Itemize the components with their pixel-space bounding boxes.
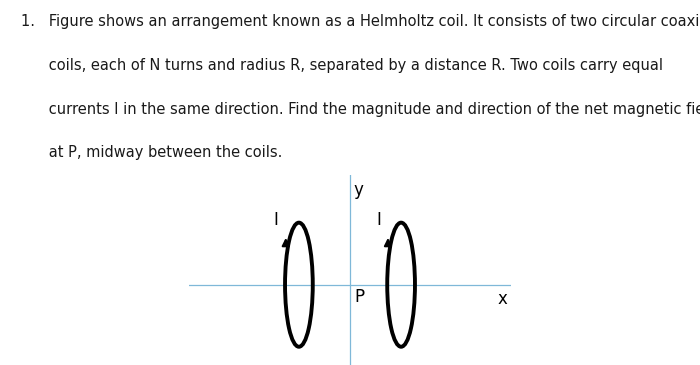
Text: at P, midway between the coils.: at P, midway between the coils. — [21, 145, 282, 160]
Text: I: I — [274, 211, 279, 229]
Text: y: y — [354, 181, 363, 199]
Text: I: I — [376, 211, 381, 229]
Text: coils, each of N turns and radius R, separated by a distance R. Two coils carry : coils, each of N turns and radius R, sep… — [21, 58, 663, 73]
Text: 1.   Figure shows an arrangement known as a Helmholtz coil. It consists of two c: 1. Figure shows an arrangement known as … — [21, 14, 700, 29]
Text: x: x — [497, 290, 507, 308]
Text: P: P — [354, 288, 365, 306]
Text: currents I in the same direction. Find the magnitude and direction of the net ma: currents I in the same direction. Find t… — [21, 101, 700, 116]
